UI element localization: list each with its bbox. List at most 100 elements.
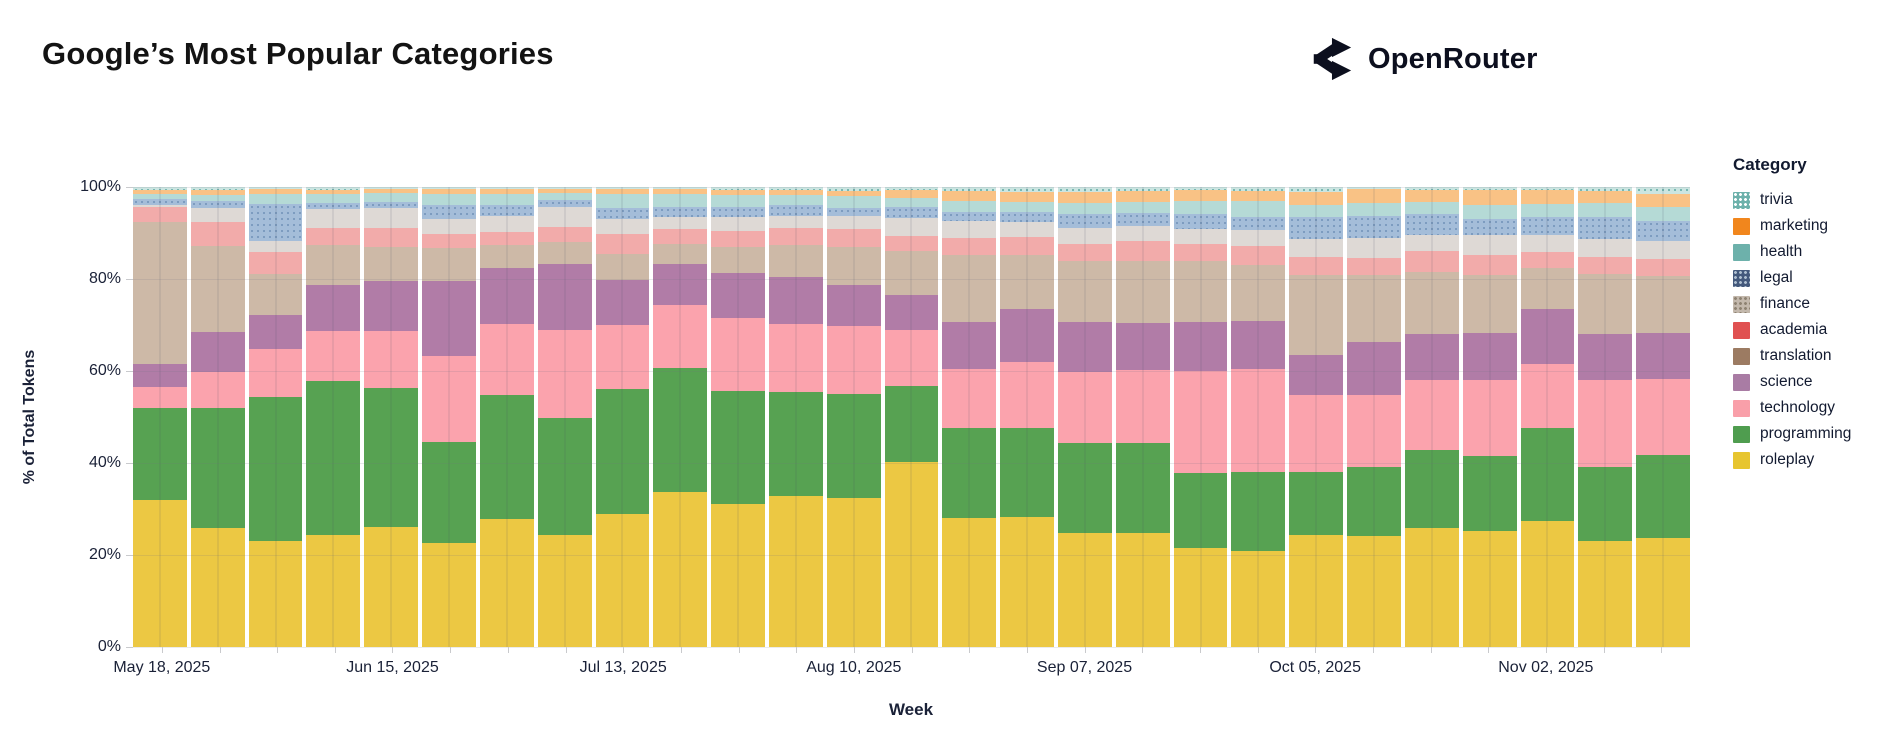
bar-segment-marketing [422, 188, 476, 194]
bar-segment-marketing [1404, 189, 1459, 203]
brand-logo: OpenRouter [1308, 34, 1538, 84]
bar-segment-trivia [537, 187, 592, 189]
bar-segment-legal [248, 203, 303, 241]
bar-week-oct-19-2025 [1404, 187, 1459, 647]
bar-segment-finance [768, 215, 823, 229]
bar-segment-marketing [479, 188, 534, 195]
bar-week-jun-15-2025 [364, 187, 419, 647]
x-tick-mark [796, 647, 798, 653]
y-tick-mark [126, 462, 133, 464]
bar-segment-academia [1404, 251, 1459, 272]
bar-segment-legal [1000, 212, 1054, 222]
y-tick-mark [126, 554, 133, 556]
bar-segment-legal [1115, 212, 1170, 227]
legend-item-technology: technology [1733, 395, 1851, 421]
bar-segment-academia [248, 251, 303, 274]
bar-segment-roleplay [364, 526, 419, 647]
bar-segment-health [1058, 202, 1112, 214]
bar-segment-trivia [595, 187, 650, 189]
bar-segment-roleplay [1115, 532, 1170, 647]
week-gridline [447, 187, 450, 647]
bar-segment-health [884, 197, 939, 208]
bar-segment-trivia [1347, 187, 1401, 190]
bar-segment-finance [1578, 238, 1633, 258]
bar-segment-legal [826, 207, 881, 217]
bar-segment-health [826, 196, 881, 208]
bar-segment-translation [1289, 274, 1344, 356]
bar-segment-marketing [1000, 191, 1054, 203]
x-tick-label-may-18-2025: May 18, 2025 [113, 659, 211, 676]
bar-segment-marketing [1520, 190, 1575, 204]
x-tick-mark [623, 647, 625, 653]
bar-segment-health [364, 193, 419, 203]
week-gridline [1199, 187, 1202, 647]
bar-segment-academia [479, 231, 534, 246]
bar-segment-finance [1000, 221, 1054, 238]
bar-segment-health [1520, 203, 1575, 217]
bar-week-sep-07-2025 [1058, 187, 1112, 647]
bar-week-jun-22-2025 [422, 187, 476, 647]
legend-item-academia: academia [1733, 317, 1851, 343]
bar-segment-academia [364, 227, 419, 247]
bar-segment-health [768, 195, 823, 206]
bar-segment-roleplay [653, 491, 708, 647]
week-gridline [1546, 187, 1549, 647]
bar-segment-trivia [1058, 187, 1112, 192]
bar-segment-marketing [248, 189, 303, 194]
bar-week-aug-17-2025 [884, 187, 939, 647]
bar-segment-roleplay [248, 540, 303, 647]
bar-segment-science [1636, 333, 1690, 379]
bar-segment-health [1404, 202, 1459, 215]
bar-segment-translation [768, 244, 823, 277]
bar-segment-legal [479, 204, 534, 217]
bar-segment-marketing [1636, 193, 1690, 207]
bar-segment-trivia [1520, 187, 1575, 191]
bar-segment-technology [1115, 370, 1170, 443]
bar-segment-academia [1173, 244, 1228, 262]
legend-label-translation: translation [1760, 347, 1832, 364]
legend-swatch-trivia [1733, 191, 1750, 209]
bar-segment-translation [422, 247, 476, 282]
bar-segment-science [133, 363, 187, 387]
bar-segment-marketing [884, 189, 939, 198]
bar-segment-translation [190, 246, 245, 333]
x-tick-mark [1661, 647, 1663, 653]
bar-segment-legal [1462, 219, 1517, 236]
y-gridline-80 [133, 279, 1690, 280]
bar-segment-roleplay [133, 500, 187, 647]
bar-segment-programming [1000, 428, 1054, 518]
x-tick-mark [1603, 647, 1605, 653]
y-gridline-40 [133, 463, 1690, 464]
bar-segment-science [653, 264, 708, 305]
bar-segment-technology [479, 323, 534, 396]
y-gridline-100 [133, 187, 1690, 188]
bar-segment-marketing [711, 189, 765, 195]
bar-segment-technology [1000, 362, 1054, 429]
x-tick-label-jun-15-2025: Jun 15, 2025 [346, 659, 439, 676]
bar-segment-roleplay [942, 518, 997, 647]
bar-segment-legal [133, 198, 187, 206]
bar-segment-legal [711, 207, 765, 218]
legend-label-legal: legal [1760, 269, 1793, 286]
bar-segment-roleplay [1231, 551, 1286, 647]
legend-item-science: science [1733, 369, 1851, 395]
bar-segment-health [1578, 203, 1633, 218]
bar-segment-programming [422, 442, 476, 543]
bar-segment-health [422, 193, 476, 206]
legend-item-roleplay: roleplay [1733, 447, 1851, 473]
bar-segment-translation [1347, 274, 1401, 343]
bar-segment-trivia [768, 187, 823, 191]
bar-week-nov-16-2025 [1636, 187, 1690, 647]
legend-swatch-legal [1733, 269, 1750, 287]
bar-segment-legal [1347, 215, 1401, 238]
y-tick-mark [126, 370, 133, 372]
x-tick-mark [392, 647, 394, 653]
stacked-bars [133, 187, 1690, 647]
bar-segment-legal [190, 200, 245, 208]
x-tick-mark [680, 647, 682, 653]
bar-segment-trivia [133, 187, 187, 190]
bar-segment-finance [1115, 226, 1170, 241]
x-tick-mark [1430, 647, 1432, 653]
bar-segment-translation [595, 254, 650, 280]
week-gridline [216, 187, 219, 647]
